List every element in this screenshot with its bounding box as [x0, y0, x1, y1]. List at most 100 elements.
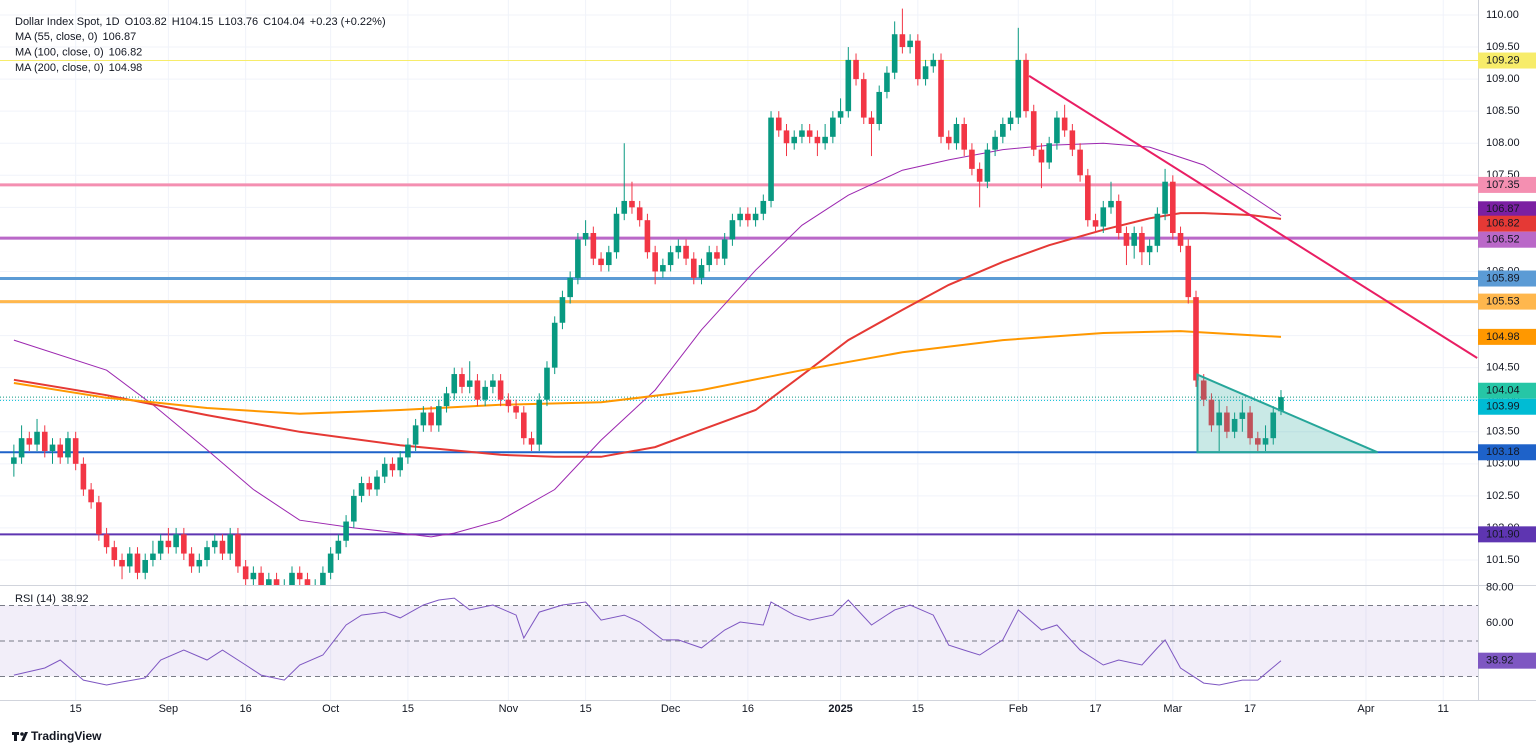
price-tag — [1478, 270, 1536, 287]
candle-body — [976, 168, 983, 182]
candle-body — [289, 572, 295, 585]
candle-body — [381, 463, 388, 477]
candle-body — [845, 59, 852, 112]
candle-body — [582, 232, 589, 240]
candle-body — [1224, 412, 1230, 432]
candle-body — [420, 412, 427, 426]
price-tag-label: 104.04 — [1486, 385, 1520, 397]
candle-body — [374, 476, 380, 490]
legend-value: 104.98 — [109, 62, 143, 74]
candle-body — [922, 66, 929, 80]
legend: Dollar Index Spot, 1D O 103.82 H 104.15 L 103.… — [15, 16, 386, 605]
ohlc-value: 103.76 — [225, 16, 259, 28]
candle-body — [1007, 117, 1014, 125]
price-tag — [1478, 215, 1536, 232]
rsi-value: 38.92 — [61, 593, 89, 605]
x-tick-label: 15 — [579, 703, 591, 715]
candle-body — [26, 438, 33, 445]
candle-body — [134, 553, 141, 573]
candle-body — [428, 412, 434, 426]
candle-body — [219, 540, 226, 554]
candle-body — [211, 540, 218, 548]
x-tick-label: 16 — [240, 703, 252, 715]
price-tag-label: 105.53 — [1486, 296, 1520, 308]
y-tick-label: 108.50 — [1486, 105, 1520, 117]
price-tag — [1478, 231, 1536, 248]
rsi-title: RSI (14) — [15, 593, 56, 605]
candle-body — [436, 406, 442, 426]
candle-body — [1069, 130, 1076, 150]
candle-body — [714, 252, 720, 259]
x-tick-label: Feb — [1009, 703, 1028, 715]
candle-body — [1154, 213, 1161, 246]
candle-body — [1255, 438, 1261, 445]
price-change: +0.23 (+0.22%) — [310, 16, 386, 28]
moving-average — [13, 330, 1282, 415]
candle-body — [1247, 412, 1253, 439]
candle-body — [1193, 297, 1199, 381]
candle-body — [1208, 399, 1215, 426]
y-tick-label: 108.00 — [1486, 137, 1520, 149]
candle-body — [1085, 175, 1091, 221]
candle-body — [412, 425, 419, 445]
candle-body — [799, 130, 805, 137]
candle-body — [320, 572, 326, 585]
candle-body — [188, 553, 195, 567]
ohlc-value: 103.82 — [133, 16, 167, 28]
price-tag — [1478, 328, 1536, 345]
ohlc-key: H — [172, 16, 180, 28]
candle-body — [343, 521, 349, 541]
x-tick-label: 15 — [912, 703, 924, 715]
candle-body — [953, 124, 960, 144]
candle-body — [126, 553, 133, 567]
y-tick-label: 109.50 — [1486, 41, 1520, 53]
candle-body — [667, 252, 674, 266]
candle-body — [1123, 232, 1130, 246]
x-tick-label: 17 — [1089, 703, 1101, 715]
candle-body — [358, 483, 365, 496]
candle-body — [505, 399, 512, 407]
candle-body — [621, 200, 628, 214]
candle-body — [227, 534, 233, 554]
candle-body — [150, 553, 156, 560]
candle-body — [551, 322, 558, 368]
candle-body — [907, 40, 913, 48]
candle-body — [969, 149, 975, 169]
x-tick-label: Oct — [322, 703, 339, 715]
rsi-value-tag-label: 38.92 — [1486, 655, 1514, 667]
ohlc-key: L — [218, 16, 224, 28]
price-tag-label: 106.82 — [1486, 218, 1520, 230]
candle-body — [891, 34, 898, 73]
y-tick-label: 60.00 — [1486, 617, 1514, 629]
candle-body — [459, 374, 465, 387]
candle-body — [806, 130, 813, 137]
legend-value: 106.87 — [103, 31, 137, 43]
y-tick-label: 104.50 — [1486, 362, 1520, 374]
price-tag-label: 106.52 — [1486, 234, 1520, 246]
candle-body — [1216, 412, 1222, 426]
candle-body — [1185, 245, 1192, 298]
moving-average — [13, 142, 1282, 538]
candle-body — [590, 232, 597, 259]
candle-body — [629, 200, 635, 208]
candle-body — [775, 117, 782, 131]
candle-body — [157, 540, 164, 554]
candle-body — [96, 502, 102, 535]
candle-body — [961, 124, 967, 150]
y-tick-label: 103.50 — [1486, 426, 1520, 438]
candle-body — [791, 136, 798, 144]
candle-body — [1015, 59, 1022, 118]
candle-body — [822, 136, 828, 144]
candle-body — [868, 117, 875, 125]
candle-body — [1200, 380, 1207, 400]
candle-body — [938, 59, 944, 137]
y-tick-label: 102.50 — [1486, 490, 1520, 502]
x-tick-label: Nov — [499, 703, 519, 715]
candle-body — [814, 136, 821, 144]
candle-body — [737, 213, 743, 221]
price-tag-label: 104.98 — [1486, 331, 1520, 343]
price-tag — [1478, 176, 1536, 193]
candle-body — [1170, 181, 1176, 233]
candle-body — [605, 252, 612, 266]
brand-logo — [12, 732, 28, 741]
